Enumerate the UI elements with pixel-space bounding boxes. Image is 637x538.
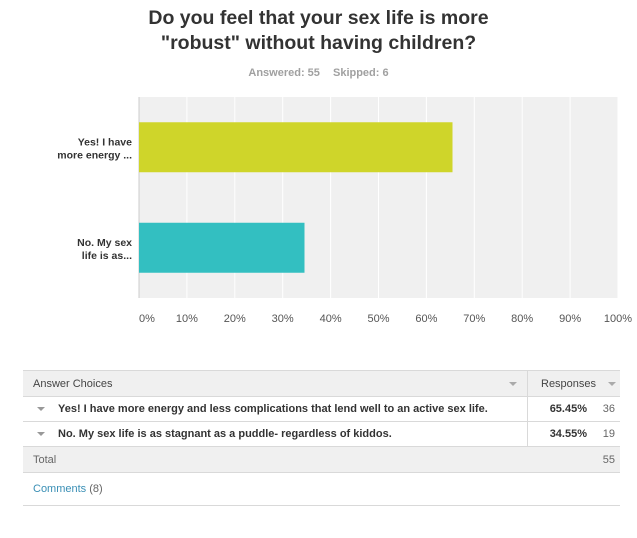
x-tick-label: 60% bbox=[415, 313, 437, 325]
table-row: No. My sex life is as stagnant as a pudd… bbox=[23, 421, 620, 447]
x-tick-label: 100% bbox=[604, 313, 632, 325]
x-tick-label: 10% bbox=[176, 313, 198, 325]
x-tick-label: 50% bbox=[367, 313, 389, 325]
header-responses[interactable]: Responses bbox=[528, 371, 620, 397]
sort-responses-icon[interactable] bbox=[608, 381, 616, 386]
x-tick-label: 30% bbox=[272, 313, 294, 325]
x-tick-label: 40% bbox=[320, 313, 342, 325]
response-percent: 65.45% bbox=[549, 403, 587, 415]
question-title-line2: "robust" without having children? bbox=[160, 32, 477, 54]
x-tick-label: 90% bbox=[559, 313, 581, 325]
x-tick-label: 70% bbox=[463, 313, 485, 325]
bar bbox=[139, 122, 453, 173]
total-label: Total bbox=[33, 453, 57, 466]
response-count: 36 bbox=[602, 403, 615, 415]
answer-table: Answer Choices Responses Yes! I have mor… bbox=[23, 370, 620, 473]
bar-chart: 0% 10% 20% 30% 40% 50% 60% 70% 80% 90% 100% Yes! I … bbox=[57, 97, 632, 325]
header-answer-choices[interactable]: Answer Choices bbox=[23, 370, 528, 397]
table-total-row: Total 55 bbox=[23, 447, 620, 473]
category-label: No. My sex bbox=[77, 237, 132, 249]
question-title-line1: Do you feel that your sex life is more bbox=[148, 7, 489, 29]
expand-row-icon[interactable] bbox=[23, 407, 58, 411]
x-tick-label: 0% bbox=[139, 313, 155, 325]
expand-row-icon[interactable] bbox=[23, 432, 58, 436]
answer-choice-text: No. My sex life is as stagnant as a pudd… bbox=[58, 428, 392, 440]
response-stats: Answered: 55 Skipped: 6 bbox=[0, 67, 637, 79]
answered-count: Answered: 55 bbox=[248, 67, 320, 79]
total-value: 55 bbox=[602, 453, 615, 466]
x-tick-label: 20% bbox=[224, 313, 246, 325]
bar bbox=[139, 222, 305, 273]
category-label: more energy ... bbox=[57, 149, 132, 161]
answer-choice-text: Yes! I have more energy and less complic… bbox=[58, 403, 488, 415]
comments-count: (8) bbox=[89, 483, 103, 495]
category-label: Yes! I have bbox=[78, 136, 132, 148]
table-row: Yes! I have more energy and less complic… bbox=[23, 396, 620, 422]
category-label: life is as... bbox=[82, 250, 132, 262]
comments-row: Comments (8) bbox=[23, 473, 620, 506]
skipped-count: Skipped: 6 bbox=[332, 67, 389, 79]
response-percent: 34.55% bbox=[549, 428, 587, 440]
x-tick-label: 80% bbox=[511, 313, 533, 325]
comments-link[interactable]: Comments bbox=[33, 483, 87, 495]
table-header: Answer Choices Responses bbox=[23, 370, 620, 397]
sort-choices-icon[interactable] bbox=[509, 381, 517, 386]
question-title: Do you feel that your sex life is more "… bbox=[0, 6, 637, 56]
response-count: 19 bbox=[602, 428, 615, 440]
